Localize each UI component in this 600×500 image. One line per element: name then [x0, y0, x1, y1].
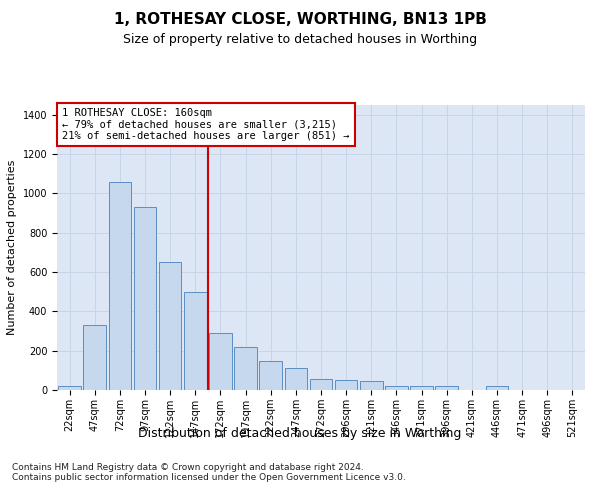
Bar [284, 368, 307, 390]
Bar [184, 292, 206, 390]
Bar [436, 386, 458, 390]
Text: Contains HM Land Registry data © Crown copyright and database right 2024.
Contai: Contains HM Land Registry data © Crown c… [12, 462, 406, 482]
Text: Distribution of detached houses by size in Worthing: Distribution of detached houses by size … [139, 428, 461, 440]
Bar [385, 386, 408, 390]
Bar [109, 182, 131, 390]
Bar [159, 262, 181, 390]
Bar [310, 379, 332, 390]
Bar [234, 347, 257, 390]
Text: 1 ROTHESAY CLOSE: 160sqm
← 79% of detached houses are smaller (3,215)
21% of sem: 1 ROTHESAY CLOSE: 160sqm ← 79% of detach… [62, 108, 350, 141]
Bar [485, 386, 508, 390]
Bar [83, 325, 106, 390]
Text: 1, ROTHESAY CLOSE, WORTHING, BN13 1PB: 1, ROTHESAY CLOSE, WORTHING, BN13 1PB [113, 12, 487, 28]
Bar [335, 380, 358, 390]
Bar [58, 386, 81, 390]
Bar [259, 360, 282, 390]
Text: Size of property relative to detached houses in Worthing: Size of property relative to detached ho… [123, 32, 477, 46]
Bar [360, 381, 383, 390]
Bar [410, 386, 433, 390]
Y-axis label: Number of detached properties: Number of detached properties [7, 160, 17, 335]
Bar [134, 207, 157, 390]
Bar [209, 333, 232, 390]
